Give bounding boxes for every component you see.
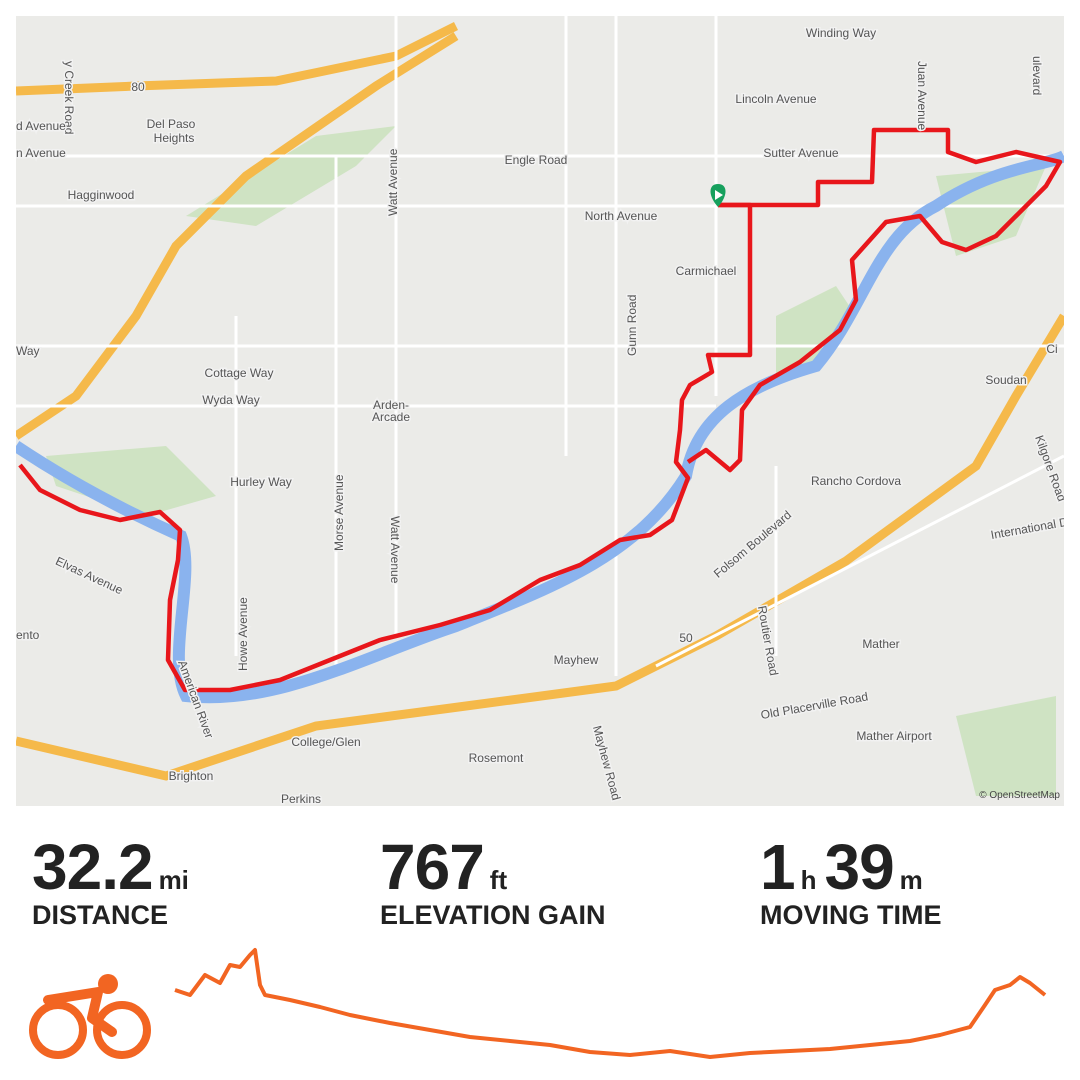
- stat-label: MOVING TIME: [760, 900, 942, 930]
- stat-value: 767: [380, 831, 485, 903]
- cycling-icon: [29, 974, 151, 1059]
- stat-label: ELEVATION GAIN: [380, 900, 606, 930]
- attribution: © OpenStreetMap: [979, 790, 1060, 801]
- stat: 767 ft ELEVATION GAIN: [380, 830, 606, 931]
- map-label: 80: [131, 80, 145, 94]
- stat-value: 32.2: [32, 831, 154, 903]
- map-label: Heights: [154, 131, 195, 145]
- map-label: Juan Avenue: [915, 61, 929, 131]
- map-label: y Creek Road: [62, 61, 76, 134]
- map-label: Mayhew: [554, 653, 599, 667]
- map-label: Howe Avenue: [236, 597, 250, 671]
- start-marker: [710, 184, 726, 207]
- map-label: Del Paso: [147, 117, 196, 131]
- stat: 32.2 mi DISTANCE: [32, 830, 197, 931]
- map-label: Morse Avenue: [332, 474, 346, 551]
- map-label: Arden-: [373, 398, 409, 412]
- map-label: Cottage Way: [205, 366, 274, 380]
- stat-label: DISTANCE: [32, 900, 169, 930]
- map-label: Hagginwood: [68, 188, 135, 202]
- map-label: Winding Way: [806, 26, 876, 40]
- american-river: [16, 150, 1064, 704]
- map-label: Rancho Cordova: [811, 474, 901, 488]
- map-label: ulevard: [1030, 56, 1044, 95]
- stat-unit: mi: [158, 865, 189, 895]
- map-label: Rosemont: [469, 751, 524, 765]
- map-label: Watt Avenue: [386, 148, 400, 216]
- map-label: Way: [16, 344, 40, 358]
- map-label: 50: [679, 631, 693, 645]
- map-label: ento: [16, 628, 40, 642]
- streets: [16, 16, 1064, 676]
- stat-unit: m: [899, 865, 923, 895]
- elevation-profile: [174, 948, 1047, 1059]
- map-label: Lincoln Avenue: [735, 92, 817, 106]
- map-label: North Avenue: [585, 209, 658, 223]
- map: Winding Way Juan Avenue ulevard y Creek Roa…: [16, 16, 1064, 806]
- map-label: Wyda Way: [202, 393, 259, 407]
- map-label: Mather Airport: [856, 729, 932, 743]
- stat-unit: ft: [489, 865, 508, 895]
- stat-value: 39: [824, 831, 894, 903]
- map-label: Hurley Way: [230, 475, 292, 489]
- map-label: d Avenue: [16, 119, 66, 133]
- map-label: Sutter Avenue: [763, 146, 838, 160]
- stat: 1 h 39 m MOVING TIME: [760, 830, 942, 931]
- map-label: Ci: [1046, 342, 1057, 356]
- map-label: Brighton: [169, 769, 214, 783]
- map-label: Gunn Road: [625, 295, 639, 356]
- map-label: Arcade: [372, 410, 410, 424]
- map-label: Watt Avenue: [388, 516, 402, 584]
- map-background: [16, 16, 1064, 806]
- map-label: Mather: [862, 637, 899, 651]
- map-label: Soudan: [985, 373, 1026, 387]
- map-label: Engle Road: [505, 153, 568, 167]
- map-label: n Avenue: [16, 146, 66, 160]
- parks: [46, 126, 1056, 796]
- map-label: Perkins: [281, 792, 321, 806]
- map-label: Carmichael: [676, 264, 737, 278]
- stat-unit: h: [800, 865, 817, 895]
- route: [18, 127, 1063, 693]
- stat-value: 1: [760, 831, 796, 903]
- map-label: College/Glen: [291, 735, 360, 749]
